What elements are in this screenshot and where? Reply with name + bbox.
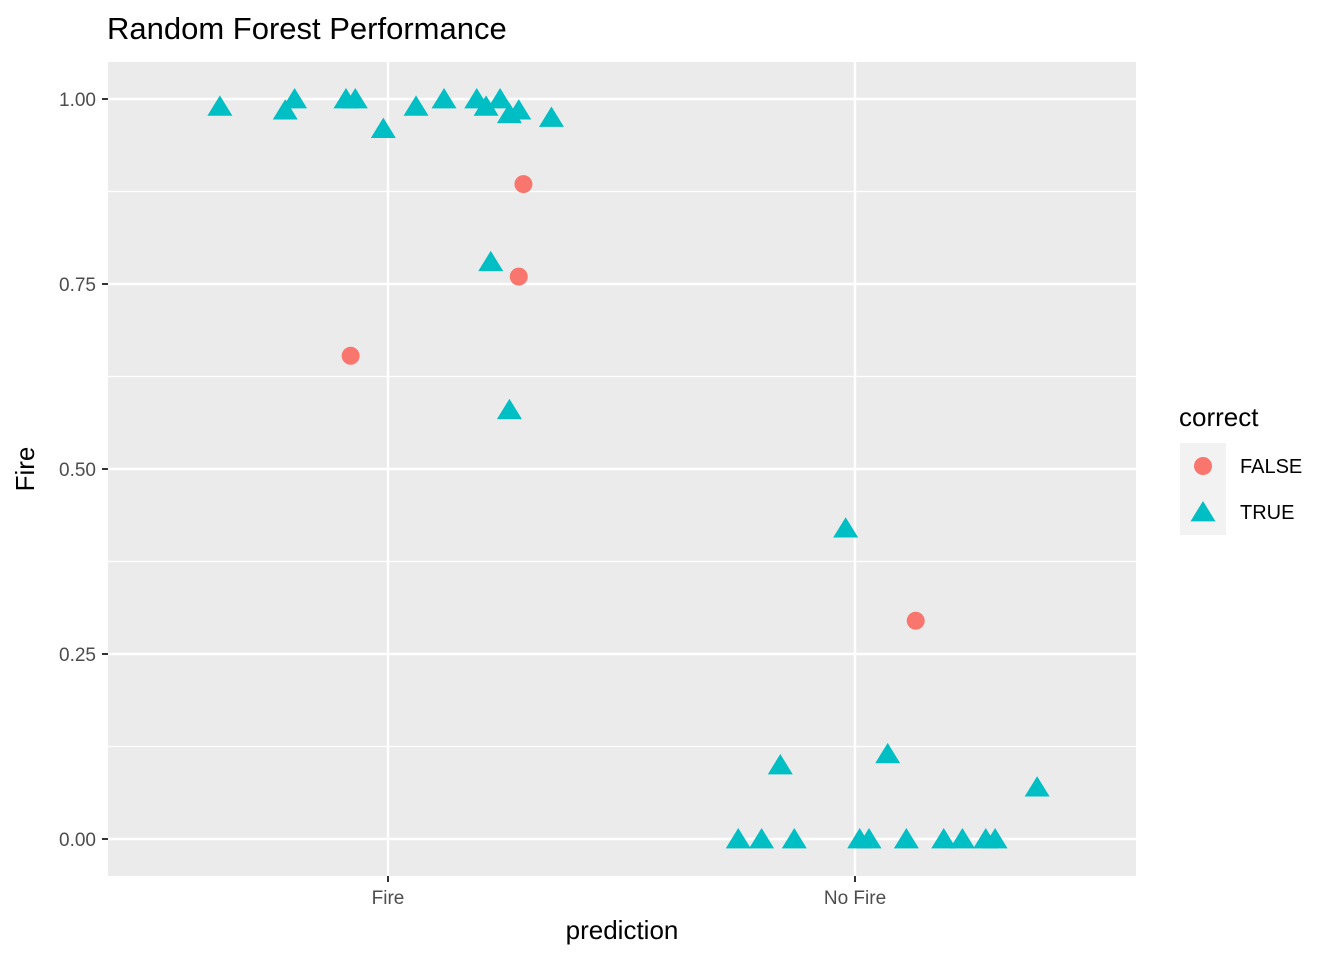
y-tick-label: 0.25 — [59, 645, 96, 666]
y-tick-label: 1.00 — [59, 90, 96, 111]
data-points — [207, 88, 1050, 849]
point-false — [514, 175, 533, 194]
point-false — [509, 267, 528, 286]
point-true — [478, 250, 504, 272]
point-true — [767, 754, 793, 775]
legend-label: TRUE — [1240, 502, 1294, 524]
plot-panel — [108, 62, 1136, 876]
point-true — [487, 88, 513, 109]
x-axis-title: prediction — [566, 915, 679, 945]
point-true — [272, 99, 298, 120]
point-true — [833, 517, 859, 538]
point-true — [949, 828, 975, 849]
point-true — [893, 828, 919, 849]
point-false — [341, 346, 360, 365]
point-false — [906, 611, 925, 630]
point-true — [342, 88, 368, 109]
point-true — [749, 828, 775, 849]
point-true — [506, 99, 532, 120]
point-true — [496, 398, 522, 420]
chart-title: Random Forest Performance — [107, 11, 507, 46]
y-tick-label: 0.50 — [59, 460, 96, 481]
x-tick-label: Fire — [372, 888, 405, 909]
point-true — [931, 828, 957, 849]
point-true — [370, 117, 396, 138]
y-tick-label: 0.75 — [59, 275, 96, 296]
legend: correct FALSE TRUE — [1179, 402, 1302, 535]
point-true — [781, 828, 807, 849]
y-axis-title: Fire — [10, 447, 40, 492]
legend-title: correct — [1179, 402, 1259, 432]
point-true — [982, 828, 1008, 849]
point-true — [875, 742, 901, 764]
point-true — [538, 106, 564, 127]
point-true — [725, 828, 751, 849]
point-true — [431, 88, 457, 109]
point-true — [403, 95, 429, 116]
legend-triangle-icon — [1190, 501, 1216, 522]
legend-circle-icon — [1194, 457, 1212, 475]
point-true — [207, 95, 233, 116]
point-true — [1024, 776, 1050, 797]
point-true — [282, 88, 308, 109]
x-tick-label: No Fire — [824, 888, 886, 909]
point-true — [856, 828, 882, 849]
legend-label: FALSE — [1240, 456, 1302, 478]
point-true — [473, 95, 499, 116]
axes: 0.00 0.25 0.50 0.75 1.00 Fire No Fire — [59, 90, 886, 909]
y-tick-label: 0.00 — [59, 830, 96, 851]
